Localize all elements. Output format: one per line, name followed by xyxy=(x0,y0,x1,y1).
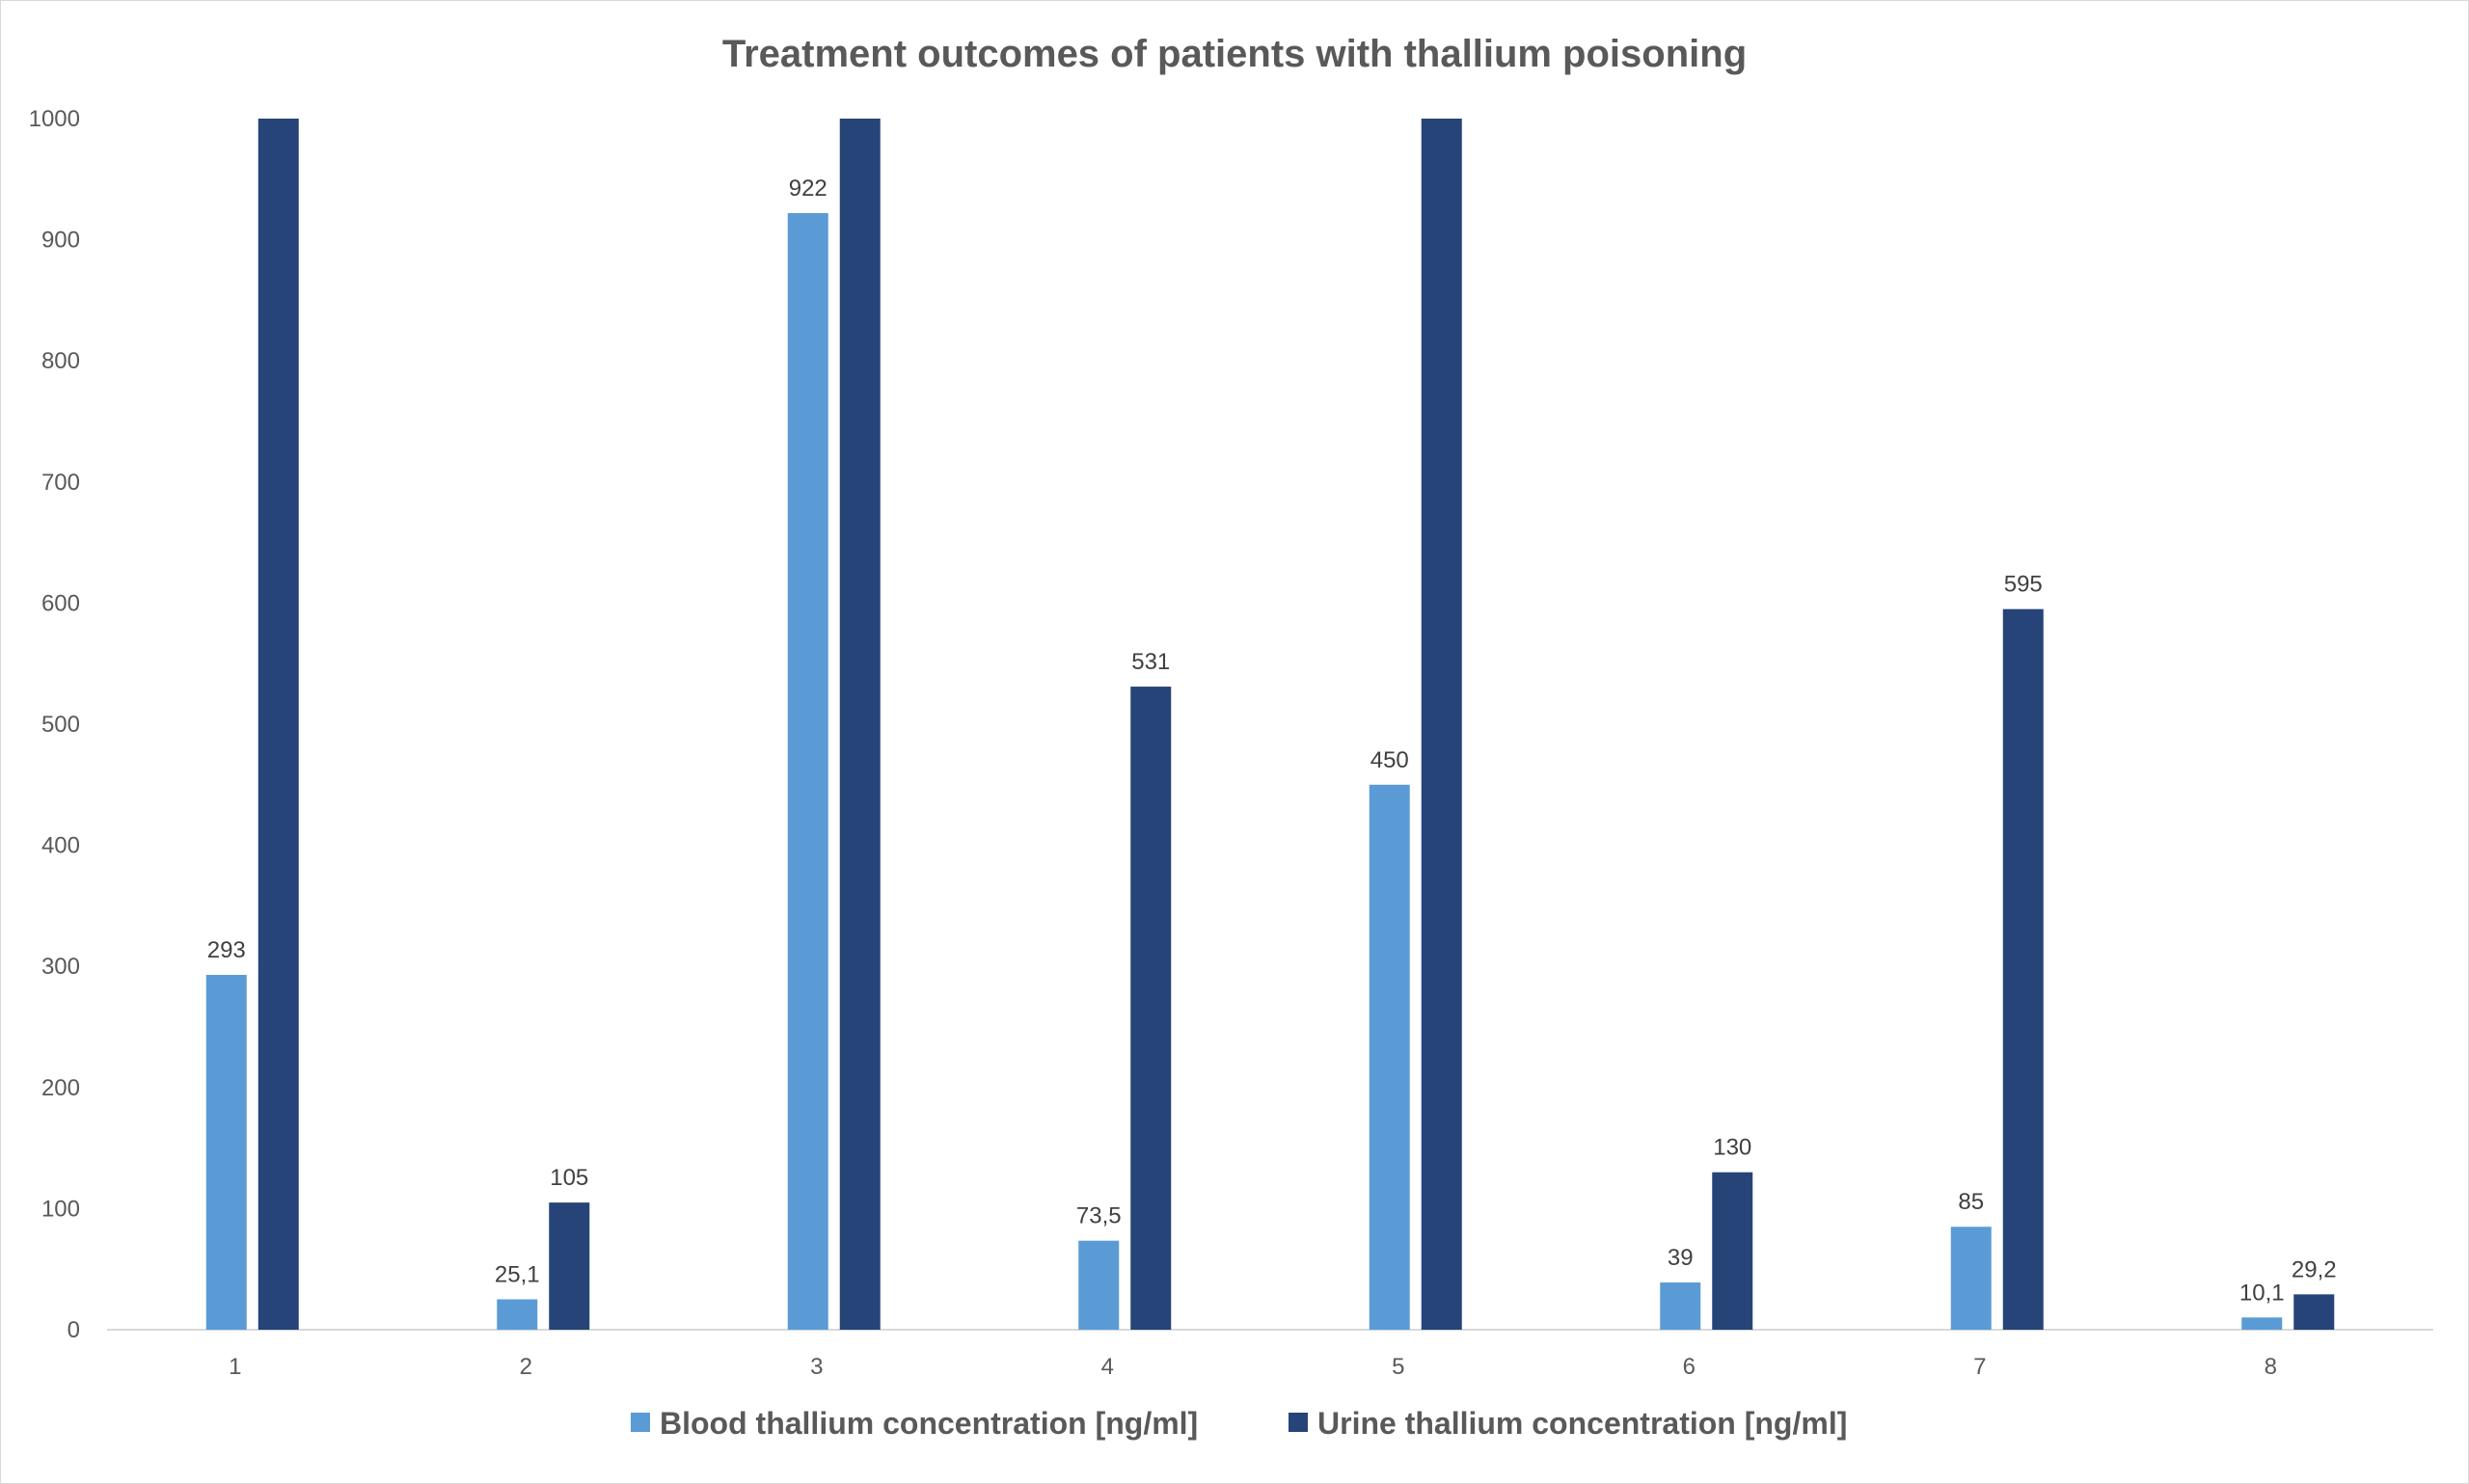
y-tick-label: 300 xyxy=(41,954,80,980)
y-tick-label: 1000 xyxy=(29,106,80,132)
y-tick-label: 800 xyxy=(41,348,80,374)
urine-bar-6 xyxy=(1712,1172,1753,1330)
urine-bar-3 xyxy=(839,119,881,1330)
x-tick-label-1: 1 xyxy=(229,1354,241,1380)
y-tick-label: 200 xyxy=(41,1075,80,1101)
x-tick-label-5: 5 xyxy=(1392,1354,1404,1380)
bars xyxy=(205,119,2335,1330)
urine-bar-5 xyxy=(1421,119,1462,1330)
y-tick-label: 500 xyxy=(41,712,80,738)
legend-label-blood: Blood thallium concentration [ng/ml] xyxy=(660,1406,1198,1441)
urine-data-label-2: 105 xyxy=(550,1165,588,1191)
x-tick-label-8: 8 xyxy=(2265,1354,2277,1380)
y-axis-labels: 0 100 200 300 400 500 600 700 800 900 1000 xyxy=(29,106,80,1343)
urine-bar-7 xyxy=(2002,608,2044,1330)
blood-bar-5 xyxy=(1369,784,1410,1330)
legend-label-urine: Urine thallium concentration [ng/ml] xyxy=(1317,1406,1847,1441)
blood-bar-8 xyxy=(2241,1317,2283,1330)
blood-bar-2 xyxy=(497,1299,538,1330)
chart-title: Treatment outcomes of patients with thal… xyxy=(722,33,1747,75)
blood-data-label-6: 39 xyxy=(1668,1245,1694,1271)
blood-bar-3 xyxy=(787,212,828,1330)
urine-bar-4 xyxy=(1130,687,1172,1330)
x-tick-label-7: 7 xyxy=(1973,1354,1986,1380)
y-tick-label: 600 xyxy=(41,590,80,616)
y-tick-label: 700 xyxy=(41,470,80,496)
x-tick-label-3: 3 xyxy=(810,1354,823,1380)
blood-data-label-8: 10,1 xyxy=(2239,1280,2285,1306)
x-tick-label-2: 2 xyxy=(520,1354,532,1380)
y-tick-label: 100 xyxy=(41,1196,80,1222)
urine-bar-8 xyxy=(2293,1294,2335,1330)
x-tick-label-6: 6 xyxy=(1683,1354,1696,1380)
blood-bar-7 xyxy=(1950,1227,1992,1330)
data-labels: 293 25,1 105 922 73,5 531 450 39 130 85 595 10,1 29,… xyxy=(207,175,2337,1306)
blood-data-label-7: 85 xyxy=(1958,1189,1984,1215)
y-tick-label: 900 xyxy=(41,228,80,254)
urine-bar-1 xyxy=(258,119,299,1330)
urine-data-label-8: 29,2 xyxy=(2292,1256,2337,1282)
urine-data-label-4: 531 xyxy=(1131,649,1170,675)
blood-bar-6 xyxy=(1660,1282,1701,1330)
blood-data-label-5: 450 xyxy=(1370,747,1409,773)
y-tick-label: 400 xyxy=(41,833,80,859)
legend-swatch-blood xyxy=(631,1413,650,1432)
blood-bar-4 xyxy=(1078,1240,1120,1330)
blood-data-label-4: 73,5 xyxy=(1076,1203,1122,1229)
blood-data-label-3: 922 xyxy=(789,175,828,202)
blood-data-label-2: 25,1 xyxy=(495,1261,540,1287)
y-tick-label: 0 xyxy=(68,1317,80,1343)
x-axis-labels: 1 2 3 4 5 6 7 8 xyxy=(229,1354,2277,1380)
blood-data-label-1: 293 xyxy=(207,937,246,963)
urine-bar-2 xyxy=(549,1202,590,1330)
urine-data-label-7: 595 xyxy=(2004,572,2043,598)
legend: Blood thallium concentration [ng/ml] Urin… xyxy=(631,1406,1847,1441)
legend-swatch-urine xyxy=(1289,1413,1308,1432)
x-tick-label-4: 4 xyxy=(1101,1354,1114,1380)
urine-data-label-6: 130 xyxy=(1713,1135,1751,1161)
blood-bar-1 xyxy=(205,974,247,1330)
